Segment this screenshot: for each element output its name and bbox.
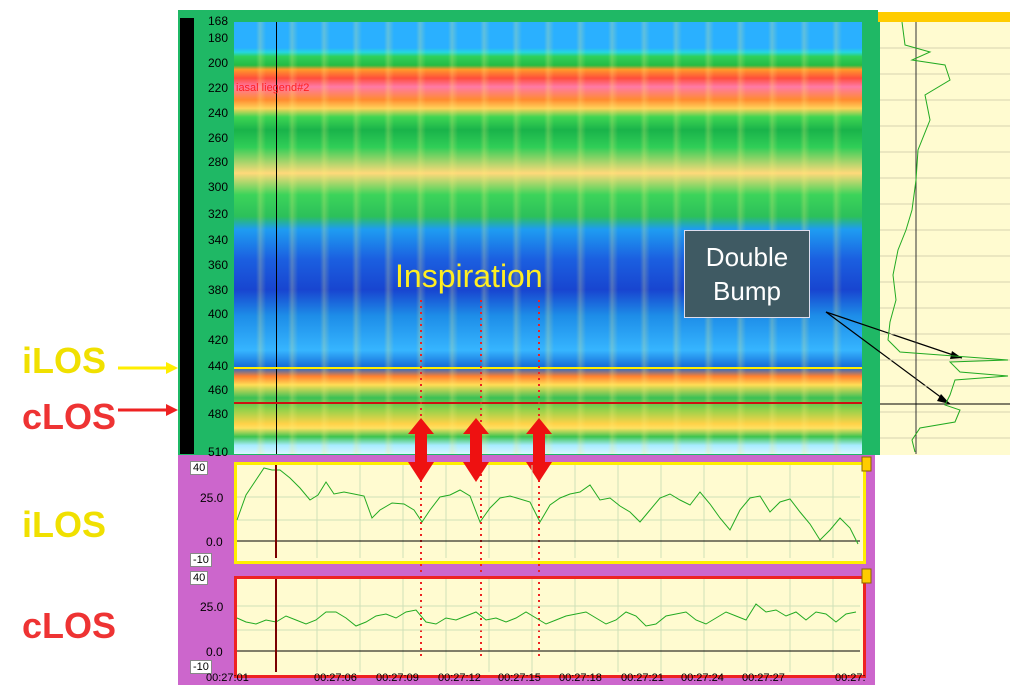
y-tick-label: 300 (207, 180, 228, 194)
y-tick-label: 380 (207, 283, 228, 297)
ilos-trace (236, 467, 859, 545)
y-tick-label: 220 (207, 81, 228, 95)
ilos-tick-0: 0.0 (206, 535, 223, 549)
time-tick-label: 00:27:06 (314, 672, 357, 684)
clos-min-input[interactable]: -10 (190, 660, 212, 674)
time-tick-label: 00:27:15 (498, 672, 541, 684)
y-tick-label: 240 (207, 106, 228, 120)
y-tick-label: 180 (207, 31, 228, 45)
y-tick-label: 320 (207, 207, 228, 221)
clos-tick-25: 25.0 (200, 600, 224, 614)
y-tick-label: 260 (207, 131, 228, 145)
clos-max-input[interactable]: 40 (190, 571, 209, 585)
clos-bottom-label: cLOS (22, 605, 117, 646)
double-bump-annotation: Double Bump (684, 230, 810, 318)
time-tick-label: 00:27: (835, 672, 866, 684)
y-tick-label: 420 (207, 333, 228, 347)
ilos-tick-25: 25.0 (200, 491, 224, 505)
depth-profile-grid (880, 47, 1010, 439)
clos-scroll-handle[interactable] (861, 568, 872, 584)
time-tick-label: 00:27:09 (376, 672, 419, 684)
y-tick-label: 440 (207, 359, 228, 373)
spectrogram-legend-text: iasal liegend#2 (236, 82, 310, 94)
spectrogram-scale-strip[interactable] (180, 18, 194, 454)
time-tick-label: 00:27:21 (621, 672, 664, 684)
depth-profile-panel[interactable] (878, 12, 1010, 455)
y-tick-label: 360 (207, 258, 228, 272)
clos-arrow-head (166, 404, 178, 416)
clos-grid (237, 579, 860, 672)
double-arrow-3 (526, 418, 552, 482)
time-tick-label: 00:27:18 (559, 672, 602, 684)
clos-tick-0: 0.0 (206, 645, 223, 659)
clos-waveform-plot[interactable] (234, 576, 866, 678)
ilos-scroll-handle[interactable] (861, 456, 872, 472)
y-tick-label: 480 (207, 407, 228, 421)
ilos-waveform-plot[interactable] (234, 462, 866, 564)
y-tick-label: 400 (207, 307, 228, 321)
y-tick-label: 200 (207, 56, 228, 70)
ilos-arrow-head (166, 362, 178, 374)
ilos-top-label: iLOS (22, 340, 107, 381)
y-tick-label: 510 (207, 445, 228, 459)
ilos-grid (237, 465, 860, 558)
ilos-max-input[interactable]: 40 (190, 461, 209, 475)
y-tick-label: 168 (207, 14, 228, 28)
double-bump-line1: Double (705, 242, 789, 272)
y-tick-label: 340 (207, 233, 228, 247)
depth-profile-topbar (878, 12, 1010, 22)
clos-trace (236, 603, 857, 627)
y-tick-label: 460 (207, 383, 228, 397)
spectrogram-cursor[interactable] (276, 22, 277, 454)
ilos-bottom-label: iLOS (22, 504, 107, 545)
time-tick-label: 00:27:27 (742, 672, 785, 684)
inspiration-annotation: Inspiration (395, 258, 543, 294)
time-tick-label: 00:27:01 (206, 672, 249, 684)
depth-profile-trace (887, 21, 1009, 453)
clos-top-label: cLOS (22, 396, 117, 437)
double-bump-pointer-2 (825, 311, 951, 405)
time-tick-label: 00:27:24 (681, 672, 724, 684)
time-tick-label: 00:27:12 (438, 672, 481, 684)
ilos-min-input[interactable]: -10 (190, 553, 212, 567)
y-tick-label: 280 (207, 155, 228, 169)
double-bump-line2: Bump (713, 276, 781, 306)
double-bump-pointer-1 (825, 311, 963, 359)
double-arrow-1 (408, 418, 434, 482)
double-arrow-2 (463, 418, 489, 482)
